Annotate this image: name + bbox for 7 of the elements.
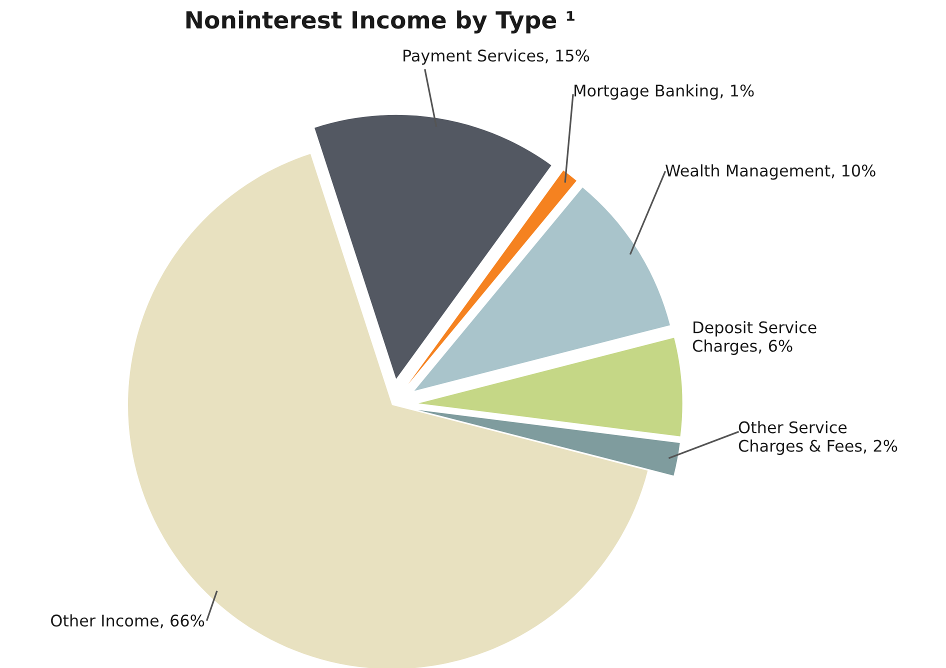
slice-label: Other Service Charges & Fees, 2% (738, 421, 898, 455)
slice-label: Other Income, 66% (51, 614, 204, 628)
slice-label: Deposit Service Charges, 6% (692, 321, 816, 355)
slice-label: Wealth Management, 10% (666, 164, 876, 180)
slice-label: Payment Services, 15% (404, 49, 590, 65)
chart-title: Noninterest Income by Type ¹ (186, 10, 574, 34)
slice-label: Mortgage Banking, 1% (574, 84, 754, 100)
